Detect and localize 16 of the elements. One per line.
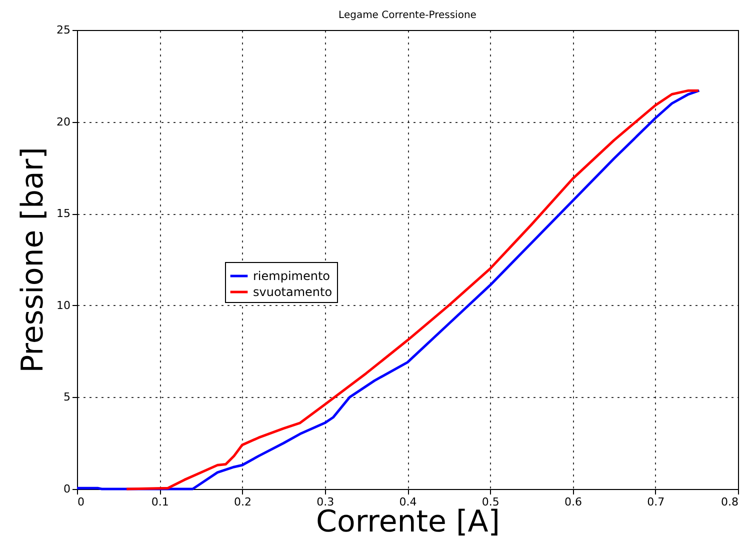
y-tick-label: 10 <box>56 298 70 312</box>
x-tick-label: 0.1 <box>151 496 169 508</box>
x-tick-label: 0.6 <box>564 496 582 508</box>
legend-label: riempimento <box>253 269 330 283</box>
y-tick-label: 20 <box>56 115 70 128</box>
y-tick-label: 15 <box>56 207 70 220</box>
x-tick-label: 0.2 <box>234 496 252 508</box>
legend-label: svuotamento <box>253 285 332 299</box>
y-tick-label: 25 <box>56 24 70 36</box>
x-tick-label: 0.7 <box>647 496 665 508</box>
y-axis-title: Pressione [bar] <box>16 147 51 373</box>
x-tick-label: 0.8 <box>721 496 738 508</box>
x-tick-label: 0 <box>78 496 84 508</box>
y-tick-label: 0 <box>64 482 70 496</box>
y-tick-label: 5 <box>64 390 70 404</box>
chart-title: Legame Corrente-Pressione <box>338 10 476 21</box>
